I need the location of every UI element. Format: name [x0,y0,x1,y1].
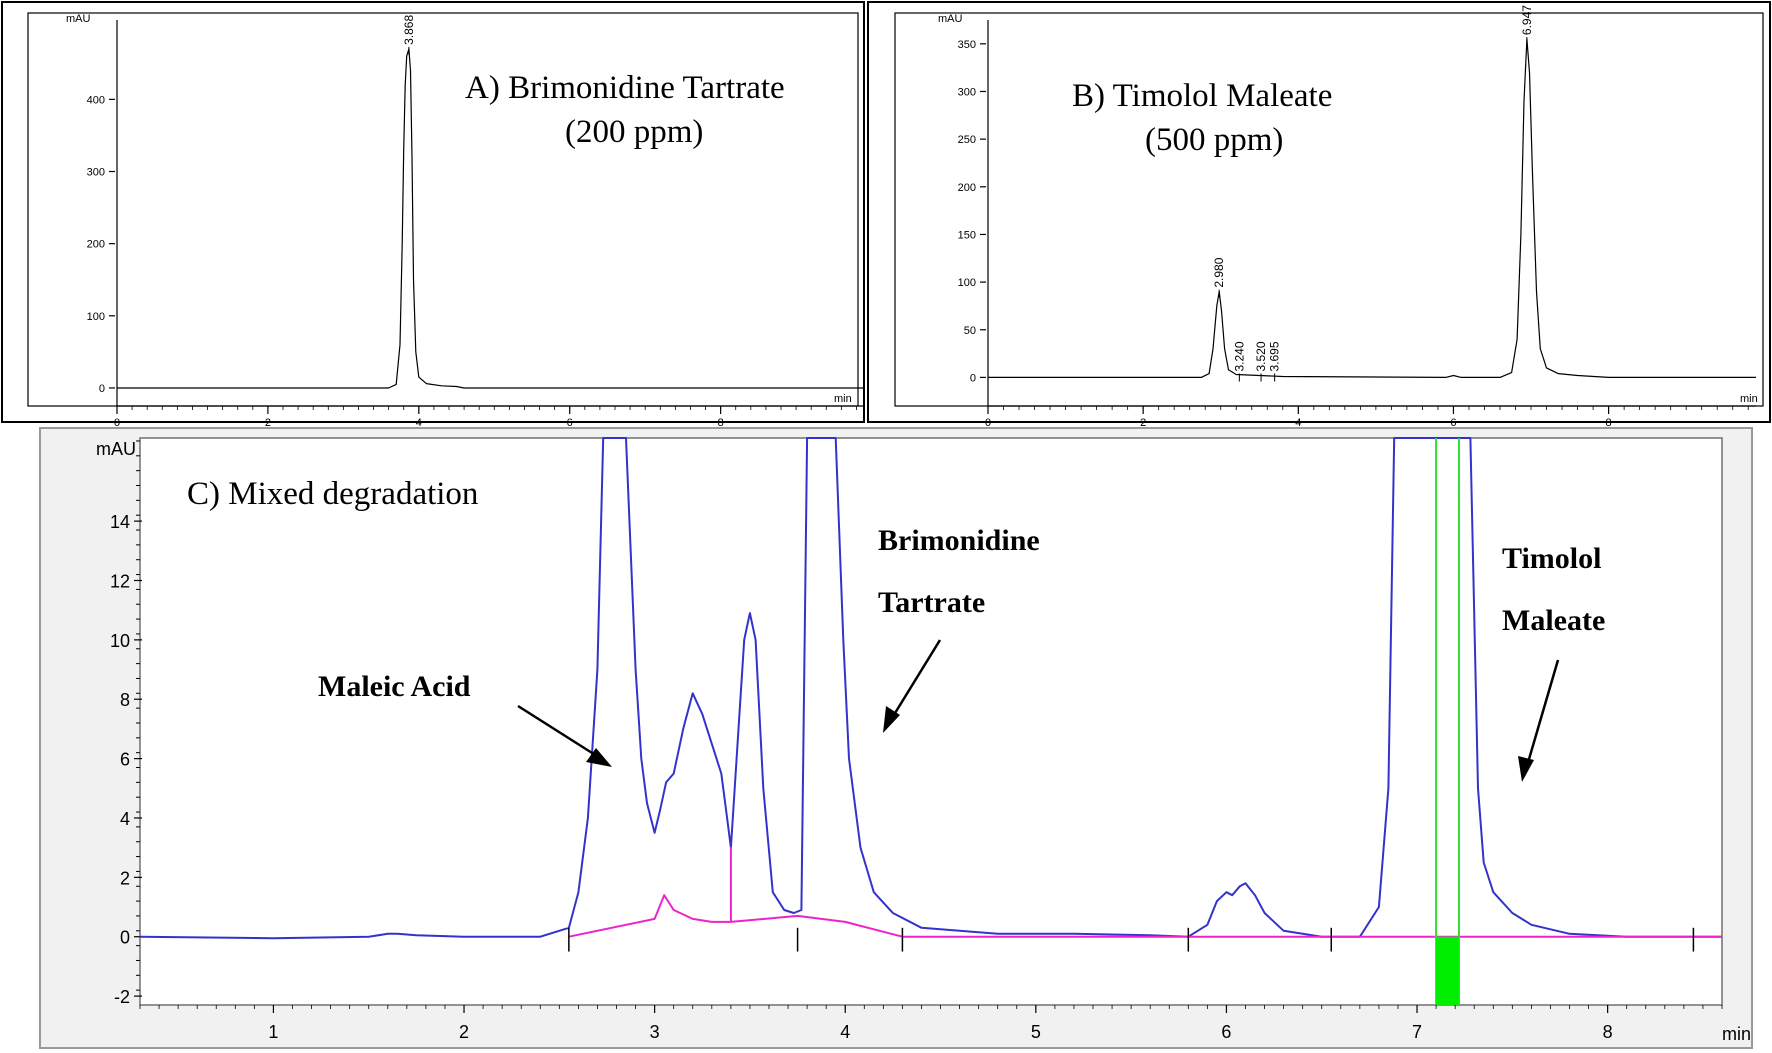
panel-0-ytick-label: 300 [87,167,105,179]
panel-b-subtitle: (500 ppm) [1145,122,1283,158]
panel-2-xtick-label: 8 [1603,1022,1613,1042]
panel-0-xtick-label: 2 [265,417,271,429]
panel-0-ytick-label: 400 [87,94,105,106]
panel-2-ytick-label: 14 [110,512,130,532]
peak-label: 3.695 [1268,341,1282,371]
panel-2-series-0 [139,437,1722,940]
panel-0-ytick-label: 100 [87,311,105,323]
panel-0-xtick-label: 0 [114,417,120,429]
panel-1-xtick-label: 4 [1295,417,1301,429]
peak-label: 2.980 [1212,257,1226,287]
panel-2-ytick-label: 12 [110,571,130,591]
panel-2-xtick-label: 2 [459,1022,469,1042]
panel-b-title: B) Timolol Maleate [1072,78,1332,114]
panel-b-plot-area [894,12,1764,407]
panel-c-mixed: mAU min C) Mixed degradation -2024681012… [39,427,1753,1049]
panel-1-ytick-label: 50 [964,325,976,337]
annotation-timolol-line2: Maleate [1502,604,1605,637]
panel-c-xlabel: min [1722,1024,1751,1044]
panel-a-title: A) Brimonidine Tartrate [465,70,785,106]
annotation-timolol-line1: Timolol [1502,542,1601,575]
panel-0-xtick-label: 6 [567,417,573,429]
panel-2-ytick-label: 0 [120,928,130,948]
panel-2-xtick-label: 5 [1031,1022,1041,1042]
panel-1-ytick-label: 350 [958,39,976,51]
panel-1-ytick-label: 300 [958,86,976,98]
panel-2-ytick-label: 8 [120,690,130,710]
panel-a-subtitle: (200 ppm) [565,114,703,150]
peak-label: 3.868 [402,15,416,45]
panel-0-xtick-label: 4 [416,417,422,429]
panel-2-ytick-label: 10 [110,631,130,651]
panel-b-timolol: mAU min B) Timolol Maleate (500 ppm) 0 50… [867,1,1771,429]
annotation-brimonidine-line1: Brimonidine [878,524,1040,557]
panel-2-ytick-label: 4 [120,809,130,829]
peak-label: 6.947 [1520,5,1534,35]
panel-2-xtick-label: 1 [268,1022,278,1042]
panel-2-ytick-label: 2 [120,868,130,888]
panel-b-frame [867,1,1771,423]
panel-1-ytick-label: 0 [970,372,976,384]
panel-1-ytick-label: 200 [958,182,976,194]
panel-a-frame [1,1,865,423]
panel-1-xtick-label: 2 [1140,417,1146,429]
panel-2-xtick-label: 7 [1412,1022,1422,1042]
arrowhead-maleic-acid [586,748,612,767]
panel-b-xlabel: min [1740,393,1758,405]
panel-2-ytick-label: 6 [120,750,130,770]
peak-label: 3.520 [1254,341,1268,371]
annotation-brimonidine-line2: Tartrate [878,586,985,619]
arrow-brimonidine [890,639,942,719]
panel-a-ylabel: mAU [66,13,91,25]
peak-label: 3.240 [1232,341,1246,371]
panel-b-ylabel: mAU [938,13,963,25]
panel-2-xtick-label: 4 [840,1022,850,1042]
panel-0-series-0 [117,48,864,389]
panel-1-xtick-label: 8 [1606,417,1612,429]
panel-1-ytick-label: 100 [958,277,976,289]
panel-a-brimonidine: mAU min A) Brimonidine Tartrate (200 ppm… [1,1,865,429]
panel-2-ytick-label: -2 [114,987,130,1007]
panel-0-ytick-label: 0 [99,383,105,395]
panel-1-ytick-label: 250 [958,134,976,146]
integration-marker-fill [1436,936,1459,1005]
arrowhead-timolol [1518,756,1534,782]
annotation-maleic-acid: Maleic Acid [318,670,471,703]
panel-2-xtick-label: 6 [1221,1022,1231,1042]
panel-1-xtick-label: 0 [985,417,991,429]
panel-0-xtick-label: 8 [718,417,724,429]
panel-a-xlabel: min [834,393,852,405]
arrow-maleic-acid [517,704,601,760]
panel-0-ytick-label: 200 [87,239,105,251]
panel-c-ylabel: mAU [96,439,136,459]
arrowhead-brimonidine [883,706,900,733]
panel-2-xtick-label: 3 [650,1022,660,1042]
panel-1-ytick-label: 150 [958,229,976,241]
panel-1-xtick-label: 6 [1450,417,1456,429]
panel-c-title: C) Mixed degradation [187,476,478,512]
panel-2-series-1 [568,846,1722,938]
arrow-timolol [1525,659,1560,767]
